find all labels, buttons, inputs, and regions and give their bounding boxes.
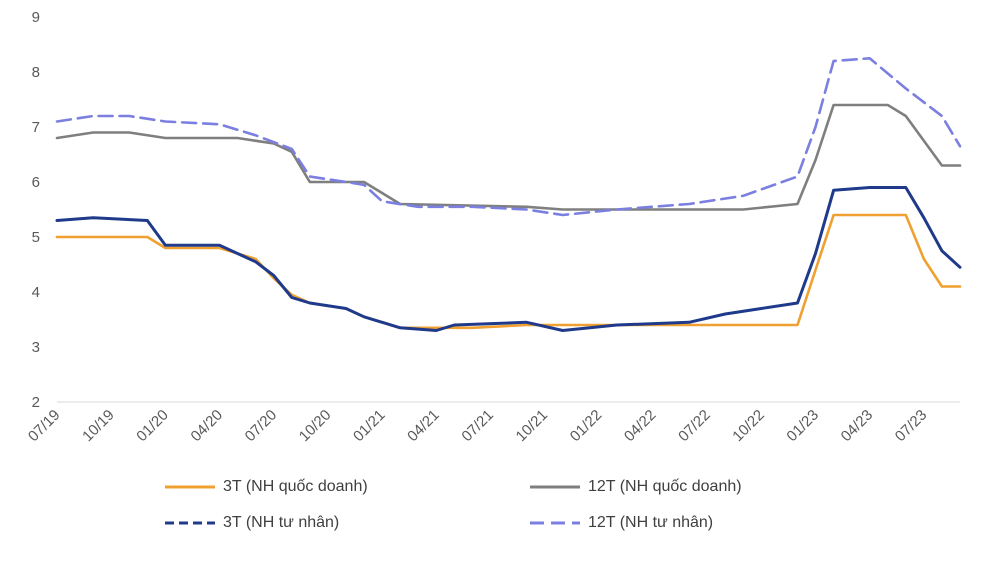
x-tick-label: 07/22	[675, 407, 714, 446]
y-tick-label: 3	[32, 339, 40, 356]
series-line-3	[55, 57, 962, 217]
x-tick-label: 10/21	[513, 407, 552, 446]
y-tick-label: 6	[32, 174, 40, 191]
y-tick-label: 4	[32, 284, 40, 301]
x-tick-label: 07/19	[25, 407, 64, 446]
series-line-0	[55, 213, 962, 330]
legend-item-12t-quoc-doanh: 12T (NH quốc doanh)	[530, 478, 742, 496]
x-tick-label: 04/22	[621, 407, 660, 446]
legend-item-3t-tu-nhan: 3T (NH tư nhân)	[165, 514, 339, 532]
x-tick-label: 10/22	[729, 407, 768, 446]
x-tick-label: 01/23	[783, 407, 822, 446]
y-tick-label: 8	[32, 64, 40, 81]
legend-label: 3T (NH quốc doanh)	[223, 478, 368, 495]
x-tick-label: 10/20	[296, 407, 335, 446]
legend-label: 12T (NH tư nhân)	[588, 514, 714, 531]
y-tick-label: 9	[32, 9, 40, 26]
x-tick-label: 04/21	[404, 407, 443, 446]
x-tick-label: 04/23	[838, 407, 877, 446]
legend-swatch	[165, 485, 215, 489]
legend-label: 3T (NH tư nhân)	[223, 514, 340, 531]
x-tick-label: 07/20	[242, 407, 281, 446]
series-line-2	[55, 186, 962, 332]
x-tick-label: 07/21	[458, 407, 497, 446]
legend-item-12t-tu-nhan: 12T (NH tư nhân)	[530, 514, 713, 532]
y-tick-label: 5	[32, 229, 40, 246]
y-axis-ticks: 2 3 4 5 6 7 8 9	[32, 9, 40, 411]
y-tick-label: 7	[32, 119, 40, 136]
legend-label: 12T (NH quốc doanh)	[588, 478, 742, 495]
legend-swatch	[165, 521, 215, 525]
x-tick-label: 01/22	[567, 407, 606, 446]
x-tick-label: 04/20	[188, 407, 227, 446]
x-tick-label: 01/21	[350, 407, 389, 446]
legend-swatch	[530, 521, 580, 525]
x-axis-ticks: 07/19 10/19 01/20 04/20 07/20 10/20 01/21 04/21…	[25, 407, 930, 446]
legend-item-3t-quoc-doanh: 3T (NH quốc doanh)	[165, 478, 368, 496]
x-tick-label: 07/23	[892, 407, 931, 446]
series-line-1	[55, 103, 962, 211]
x-tick-label: 10/19	[79, 407, 118, 446]
y-tick-label: 2	[32, 394, 40, 411]
x-tick-label: 01/20	[133, 407, 172, 446]
legend-swatch	[530, 485, 580, 489]
series-lines	[55, 57, 962, 332]
